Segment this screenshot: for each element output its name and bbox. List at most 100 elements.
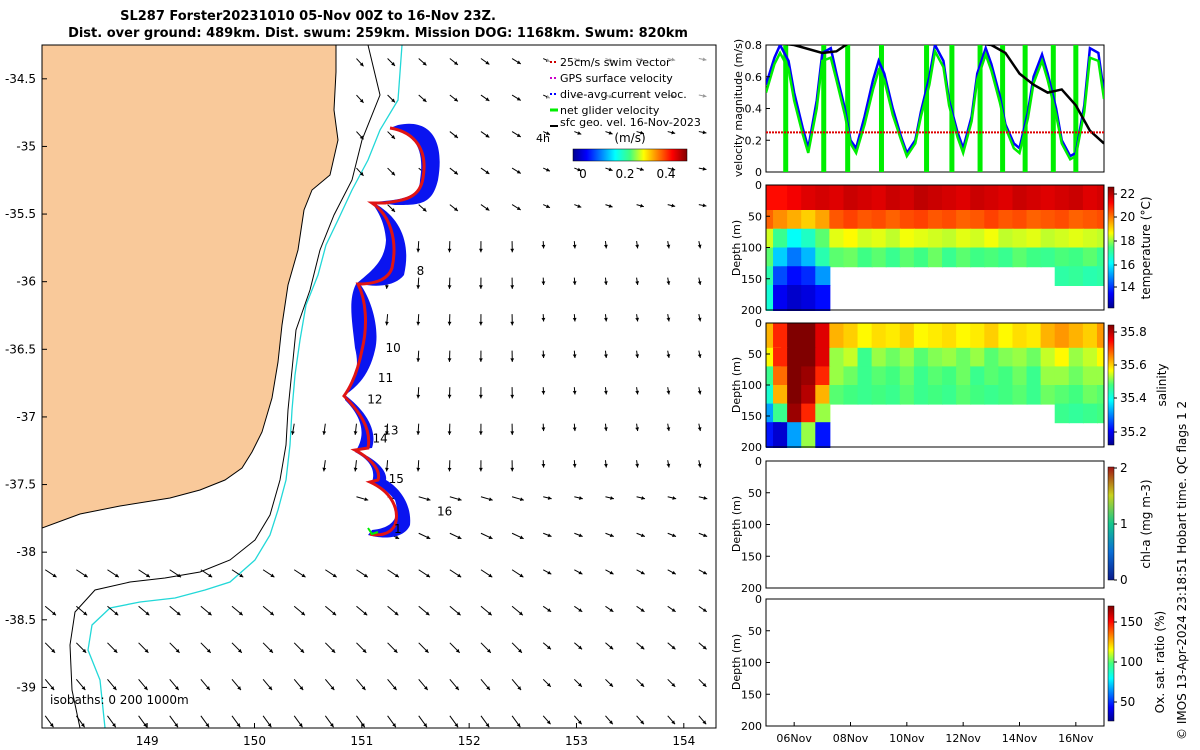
velocity-arrow-head	[541, 244, 546, 249]
heatmap-cell	[815, 266, 831, 286]
isobath-label: isobaths: 0 200 1000m	[50, 693, 189, 707]
velocity-arrow-head	[267, 723, 272, 728]
velocity-y-tick-label: 0	[755, 166, 762, 179]
heatmap-cell	[956, 366, 972, 386]
heatmap-cell	[1082, 366, 1098, 386]
heatmap-cell	[1082, 403, 1098, 424]
velocity-arrow-head	[519, 497, 524, 502]
velocity-arrow-head	[603, 463, 608, 468]
map-x-tick-label: 153	[565, 734, 588, 748]
velocity-arrow-head	[423, 686, 428, 691]
heatmap-cell	[871, 247, 887, 268]
velocity-arrow-head	[114, 573, 119, 578]
heatmap-cell	[801, 323, 817, 349]
heatmap-cell	[913, 185, 929, 211]
heatmap-cell	[899, 210, 915, 230]
depth-tick-label: 50	[748, 487, 762, 500]
green-spike	[783, 45, 789, 172]
heatmap-cell	[1040, 323, 1056, 349]
heatmap-cell	[801, 247, 817, 268]
velocity-arrow-head	[516, 60, 521, 64]
velocity-arrow-head	[608, 167, 613, 172]
heatmap-cell	[1082, 347, 1098, 368]
heatmap-cell	[885, 247, 901, 268]
heatmap-cell	[1082, 247, 1098, 268]
velocity-arrow-head	[456, 611, 461, 616]
velocity-arrow-head	[423, 723, 427, 728]
legend-swim-vector: 25cm/s swim vector	[560, 56, 671, 69]
velocity-arrow-head	[206, 648, 211, 653]
velocity-arrow-head	[394, 573, 399, 578]
velocity-arrow-head	[143, 686, 148, 691]
heatmap-cell	[801, 210, 817, 230]
velocity-y-axis: 0 0.2 0.4 0.6 0.8	[745, 39, 770, 179]
map-y-axis: -34.5 -35 -35.5 -36 -36.5 -37 -37.5 -38 -38.5 -39	[5, 72, 47, 694]
velocity-arrow-head	[447, 358, 452, 362]
colorbar-tick-label: 1	[1120, 517, 1128, 531]
heatmap-cell	[998, 366, 1014, 386]
velocity-arrow-head	[702, 570, 707, 575]
day-label: 15	[389, 472, 404, 486]
green-spike	[1073, 45, 1079, 172]
heatmap-cell	[1012, 247, 1028, 268]
heatmap-cell	[857, 323, 873, 349]
heatmap-cell	[956, 385, 972, 405]
velocity-arrow-head	[697, 427, 702, 431]
velocity-arrow-head	[702, 608, 707, 612]
heatmap-cell	[1082, 210, 1098, 230]
heatmap-cell	[1054, 228, 1070, 249]
velocity-arrow-head	[208, 573, 213, 578]
velocity-arrow-head	[385, 467, 389, 472]
heatmap-cell	[998, 247, 1014, 268]
velocity-arrow-head	[608, 131, 613, 135]
heatmap-cell	[871, 385, 887, 405]
heatmap-cell	[787, 210, 803, 230]
map-x-tick-label: 149	[136, 734, 159, 748]
heatmap-cell	[984, 323, 1000, 349]
heatmap-cell	[984, 185, 1000, 211]
salinity-colorbar-label: salinity	[1155, 363, 1169, 406]
velocity-arrow-head	[603, 427, 608, 432]
heatmap-cell	[913, 347, 929, 368]
heatmap-cell	[801, 422, 817, 448]
velocity-arrow-head	[83, 573, 88, 578]
velocity-arrow-head	[50, 686, 55, 691]
colorbar-tick-label: 14	[1120, 280, 1135, 294]
depth-tick-label: 200	[741, 441, 762, 454]
velocity-arrow-head	[422, 61, 427, 66]
heatmap-cell	[899, 366, 915, 386]
heatmap-cell	[956, 228, 972, 249]
heatmap-cell	[1026, 247, 1042, 268]
velocity-arrow-head	[269, 648, 273, 653]
velocity-series-line	[783, 45, 1104, 145]
velocity-arrow-head	[422, 207, 427, 212]
velocity-arrow-head	[640, 720, 644, 725]
oxygen-ylabel: Depth (m)	[730, 634, 743, 690]
velocity-arrow-head	[671, 167, 676, 171]
colorbar-tick-label: 35.2	[1120, 425, 1147, 439]
legend-dive-avg: dive-avg current veloc.	[560, 88, 687, 101]
colorbar-tick-label: 35.8	[1120, 325, 1147, 339]
heatmap-cell	[1040, 228, 1056, 249]
heatmap-cell	[942, 347, 958, 368]
heatmap-cell	[984, 347, 1000, 368]
heatmap-cell	[857, 228, 873, 249]
velocity-arrow-head	[666, 317, 671, 322]
velocity-arrow-head	[453, 97, 458, 102]
heatmap-cell	[801, 385, 817, 405]
chla-colorbar-label: chl-a (mg m-3)	[1139, 479, 1153, 568]
velocity-arrow-head	[578, 570, 583, 575]
velocity-arrow-head	[577, 131, 582, 135]
velocity-arrow-head	[697, 354, 702, 358]
salinity-cells	[766, 323, 1104, 448]
velocity-arrow-head	[239, 573, 244, 578]
heatmap-cell	[885, 347, 901, 368]
map-colorbar-title: (m/s)	[614, 131, 645, 145]
heatmap-cell	[801, 228, 817, 249]
heatmap-cell	[927, 210, 944, 230]
velocity-arrow-head	[453, 134, 458, 138]
velocity-arrow-head	[603, 281, 608, 285]
heatmap-cell	[984, 385, 1000, 405]
heatmap-cell	[815, 285, 831, 311]
velocity-arrow-head	[447, 248, 452, 253]
